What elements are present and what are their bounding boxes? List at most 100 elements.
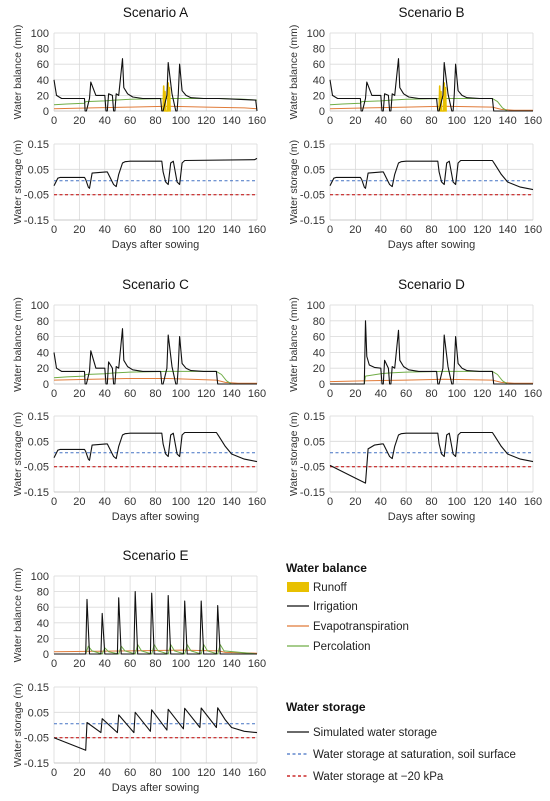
x-tick-label: 80 bbox=[425, 224, 437, 236]
y-tick-label: 0.15 bbox=[28, 682, 49, 694]
y-tick-label: -0.15 bbox=[24, 215, 49, 227]
y-tick-label: 60 bbox=[313, 332, 325, 344]
x-tick-label: 160 bbox=[524, 496, 542, 508]
x-tick-label: 100 bbox=[172, 496, 190, 508]
y-tick-label: 0.05 bbox=[28, 436, 49, 448]
x-tick-label: 160 bbox=[248, 224, 266, 236]
x-tick-label: 0 bbox=[51, 388, 57, 400]
y-tick-label: 0.05 bbox=[304, 164, 325, 176]
x-tick-label: 80 bbox=[425, 388, 437, 400]
x-tick-label: 160 bbox=[248, 115, 266, 127]
x-tick-label: 140 bbox=[222, 388, 240, 400]
x-tick-label: 140 bbox=[498, 224, 516, 236]
y-tick-label: 80 bbox=[37, 587, 49, 599]
panel-title: Scenario E bbox=[122, 548, 188, 563]
y-axis-title: Water storage (m) bbox=[288, 412, 300, 496]
x-tick-label: 40 bbox=[375, 388, 387, 400]
x-tick-label: 60 bbox=[400, 496, 412, 508]
y-tick-label: 20 bbox=[313, 90, 325, 102]
y-tick-label: 40 bbox=[37, 75, 49, 87]
chart-panel-9: 0 20 40 60 80 100 120 140 160 0 20 40 60 80 100 Water b… bbox=[12, 548, 266, 670]
x-tick-label: 100 bbox=[172, 388, 190, 400]
series-line-evapotranspiration bbox=[329, 105, 533, 111]
chart-panel-6: 0 20 40 60 80 100 120 140 160 -0.15 -0.05 0.05 0.15 W… bbox=[12, 411, 266, 523]
x-tick-label: 80 bbox=[149, 496, 161, 508]
y-tick-label: -0.05 bbox=[24, 733, 49, 745]
y-tick-label: 20 bbox=[37, 633, 49, 645]
x-tick-label: 100 bbox=[172, 115, 190, 127]
series-line-irrigation bbox=[329, 58, 533, 112]
x-tick-label: 40 bbox=[99, 658, 111, 670]
x-tick-label: 120 bbox=[197, 115, 215, 127]
x-axis-title: Days after sowing bbox=[388, 239, 475, 251]
y-tick-label: 100 bbox=[31, 571, 49, 583]
chart-panel-4: 0 20 40 60 80 100 120 140 160 -0.15 -0.05 0.05 0.15 W… bbox=[288, 139, 542, 251]
x-tick-label: 40 bbox=[99, 496, 111, 508]
y-tick-label: 40 bbox=[313, 75, 325, 87]
y-axis-title: Water storage (m) bbox=[12, 683, 24, 767]
x-tick-label: 120 bbox=[197, 658, 215, 670]
chart-panel-8: 0 20 40 60 80 100 120 140 160 -0.15 -0.05 0.05 0.15 W… bbox=[288, 411, 542, 523]
y-tick-label: 20 bbox=[37, 90, 49, 102]
x-tick-label: 40 bbox=[99, 224, 111, 236]
x-tick-label: 0 bbox=[51, 658, 57, 670]
y-tick-label: 60 bbox=[37, 332, 49, 344]
panel-title: Scenario B bbox=[398, 5, 464, 20]
series-line-simulated-water-storage bbox=[53, 431, 258, 463]
y-axis-title: Water balance (mm) bbox=[288, 25, 300, 120]
x-tick-label: 40 bbox=[375, 496, 387, 508]
chart-panel-10: 0 20 40 60 80 100 120 140 160 -0.15 -0.05 0.05 0.15 W… bbox=[12, 682, 266, 794]
x-tick-label: 20 bbox=[73, 388, 85, 400]
y-tick-label: -0.15 bbox=[300, 487, 325, 499]
series-line-irrigation bbox=[330, 320, 533, 385]
y-tick-label: 0 bbox=[43, 649, 49, 661]
y-tick-label: 0 bbox=[43, 379, 49, 391]
y-tick-label: -0.15 bbox=[300, 215, 325, 227]
y-tick-label: 0 bbox=[319, 106, 325, 118]
y-tick-label: -0.15 bbox=[24, 487, 49, 499]
x-tick-label: 120 bbox=[473, 388, 491, 400]
y-tick-label: 80 bbox=[37, 316, 49, 328]
y-axis-title: Water balance (mm) bbox=[12, 568, 24, 663]
x-tick-label: 120 bbox=[197, 388, 215, 400]
x-tick-label: 20 bbox=[73, 658, 85, 670]
chart-panel-5: 0 20 40 60 80 100 120 140 160 0 20 40 60 80 100 Water b… bbox=[12, 277, 266, 400]
x-tick-label: 120 bbox=[473, 115, 491, 127]
x-tick-label: 100 bbox=[172, 224, 190, 236]
y-tick-label: 40 bbox=[37, 347, 49, 359]
y-tick-label: -0.05 bbox=[24, 462, 49, 474]
y-tick-label: 20 bbox=[37, 363, 49, 375]
x-tick-label: 100 bbox=[172, 658, 190, 670]
x-tick-label: 140 bbox=[222, 767, 240, 779]
x-tick-label: 60 bbox=[124, 224, 136, 236]
x-tick-label: 20 bbox=[73, 115, 85, 127]
x-tick-label: 40 bbox=[99, 115, 111, 127]
y-tick-label: 100 bbox=[307, 300, 325, 312]
x-tick-label: 140 bbox=[498, 388, 516, 400]
x-tick-label: 60 bbox=[124, 496, 136, 508]
x-tick-label: 60 bbox=[400, 388, 412, 400]
y-axis-title: Water balance (mm) bbox=[12, 25, 24, 120]
x-tick-label: 60 bbox=[124, 388, 136, 400]
x-tick-label: 80 bbox=[149, 767, 161, 779]
x-tick-label: 140 bbox=[498, 115, 516, 127]
y-tick-label: 0.05 bbox=[304, 436, 325, 448]
y-tick-label: 0 bbox=[319, 379, 325, 391]
x-axis-title: Days after sowing bbox=[112, 511, 199, 523]
x-tick-label: 160 bbox=[248, 658, 266, 670]
series-line-percolation bbox=[330, 370, 533, 385]
y-tick-label: 100 bbox=[307, 28, 325, 40]
x-axis-title: Days after sowing bbox=[112, 782, 199, 794]
x-tick-label: 160 bbox=[248, 496, 266, 508]
panel-title: Scenario D bbox=[398, 277, 465, 292]
x-tick-label: 120 bbox=[197, 496, 215, 508]
x-tick-label: 20 bbox=[349, 115, 361, 127]
x-tick-label: 160 bbox=[524, 224, 542, 236]
x-tick-label: 100 bbox=[172, 767, 190, 779]
y-tick-label: 40 bbox=[313, 347, 325, 359]
x-tick-label: 20 bbox=[73, 496, 85, 508]
x-tick-label: 0 bbox=[51, 767, 57, 779]
x-axis-title: Days after sowing bbox=[388, 511, 475, 523]
series-line-irrigation bbox=[53, 58, 258, 112]
panel-title: Scenario A bbox=[123, 5, 188, 20]
